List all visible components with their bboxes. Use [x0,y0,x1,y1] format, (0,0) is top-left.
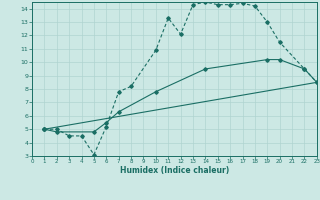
X-axis label: Humidex (Indice chaleur): Humidex (Indice chaleur) [120,166,229,175]
